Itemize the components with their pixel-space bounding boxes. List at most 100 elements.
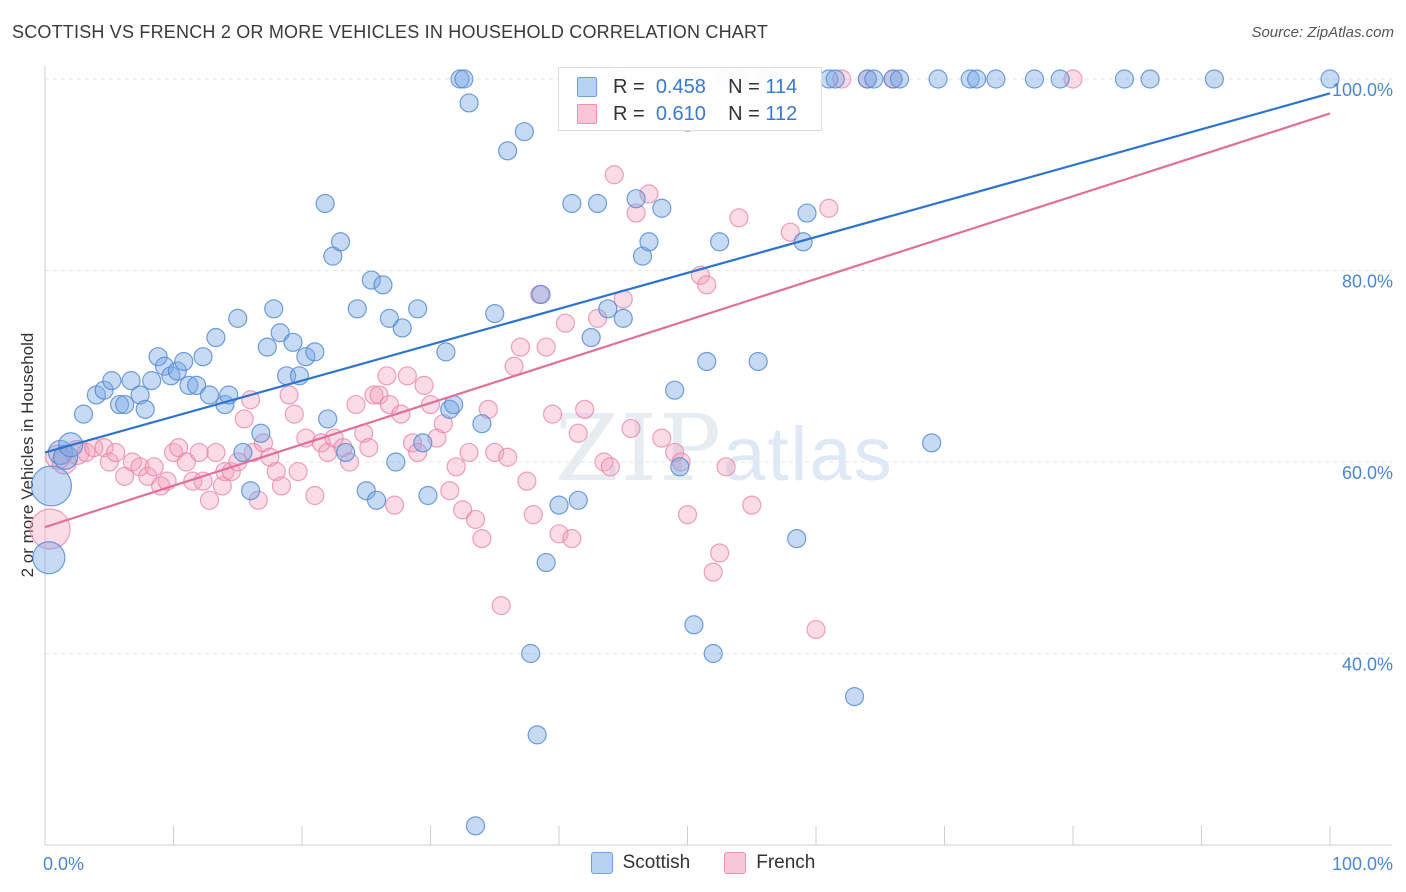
scottish-point	[318, 409, 338, 429]
legend-r-label: R =	[613, 75, 645, 98]
scottish-point	[142, 371, 162, 391]
scottish-point	[264, 299, 284, 319]
french-point	[346, 394, 366, 415]
french-point	[221, 461, 241, 482]
french-point	[397, 366, 417, 386]
scottish-point	[568, 490, 588, 510]
scottish-point	[251, 423, 271, 443]
series-legend: Scottish French	[0, 852, 1406, 874]
french-swatch	[724, 852, 747, 874]
french-point	[384, 495, 405, 515]
scottish-point	[485, 303, 505, 324]
french-point	[440, 481, 460, 501]
french-point	[621, 418, 641, 439]
scottish-point	[960, 69, 980, 89]
scottish-point	[148, 347, 168, 367]
french-point	[465, 509, 486, 530]
french-point	[600, 457, 621, 477]
scottish-point	[703, 643, 723, 664]
scottish-point	[30, 465, 73, 507]
french-point	[716, 457, 736, 477]
french-point	[369, 385, 389, 405]
scottish-point	[270, 323, 290, 343]
french-point	[575, 399, 595, 419]
scottish-point	[121, 371, 141, 391]
french-point	[408, 442, 428, 463]
scottish-point	[459, 93, 479, 113]
french-point	[206, 442, 226, 463]
chart-title: SCOTTISH VS FRENCH 2 OR MORE VEHICLES IN…	[12, 22, 769, 42]
french-point	[305, 485, 325, 506]
scottish-point	[748, 351, 768, 372]
scottish-point	[454, 69, 474, 89]
french-point	[523, 505, 543, 525]
legend-n-label: N =	[728, 75, 760, 98]
french-point	[248, 490, 268, 510]
french-point	[697, 275, 717, 295]
legend-item-french[interactable]: French	[724, 852, 815, 874]
source-label: Source: ZipAtlas.com	[1251, 24, 1394, 41]
french-point	[639, 184, 659, 204]
scottish-point	[52, 444, 79, 470]
french-point	[504, 356, 524, 376]
french-point	[510, 337, 531, 357]
french-point	[485, 442, 505, 463]
scottish-point	[115, 394, 135, 415]
scottish-point	[598, 299, 618, 319]
scottish-point	[889, 69, 910, 89]
french-trend-line	[44, 112, 1331, 529]
legend-row-scottish: R = 0.458 N = 114	[577, 74, 797, 100]
french-point	[144, 457, 164, 477]
french-point	[806, 619, 826, 640]
scottish-point	[330, 232, 351, 252]
french-point	[604, 165, 624, 185]
scottish-point	[498, 141, 518, 161]
scottish-point	[825, 69, 845, 89]
scottish-point	[844, 686, 865, 707]
scottish-trend-line	[44, 92, 1331, 454]
scottish-point	[167, 361, 187, 381]
french-point	[819, 198, 839, 218]
scottish-point	[187, 375, 207, 395]
legend-r-value: 0.458	[655, 75, 706, 98]
scottish-point	[154, 356, 175, 376]
y-tick-label: 100.0%	[1332, 80, 1393, 100]
scottish-point	[710, 232, 730, 252]
scottish-swatch	[590, 852, 613, 874]
trend-lines	[44, 92, 1331, 529]
scottish-point	[436, 342, 456, 362]
watermark-zip: ZIP	[555, 395, 724, 502]
legend-row-french: R = 0.610 N = 112	[577, 101, 797, 127]
scottish-point	[174, 351, 194, 372]
watermark-atlas: atlas	[723, 412, 894, 497]
y-tick-label: 40.0%	[1342, 655, 1393, 675]
scottish-point	[379, 308, 399, 328]
scottish-point	[94, 380, 114, 400]
french-point	[279, 385, 299, 405]
french-point	[626, 203, 646, 223]
scottish-point	[356, 481, 376, 501]
french-point	[176, 452, 196, 472]
scottish-point	[233, 442, 253, 463]
french-point	[364, 385, 384, 405]
scottish-point	[986, 69, 1006, 89]
french-point	[138, 466, 158, 486]
scottish-point	[465, 816, 486, 836]
french-point	[391, 404, 411, 424]
scottish-point	[413, 433, 433, 453]
scottish-point	[130, 385, 150, 405]
scottish-point	[581, 327, 601, 348]
scottish-point	[632, 246, 653, 266]
scottish-point	[797, 203, 817, 223]
scottish-point	[135, 399, 155, 419]
french-point	[420, 394, 441, 415]
scottish-point	[193, 347, 213, 367]
scottish-point	[206, 327, 226, 348]
french-swatch	[577, 104, 597, 124]
french-point	[94, 438, 114, 458]
french-point	[677, 505, 698, 525]
scottish-point	[472, 414, 492, 434]
legend-item-scottish[interactable]: Scottish	[590, 852, 690, 874]
french-point	[472, 528, 492, 549]
french-point	[498, 447, 518, 467]
